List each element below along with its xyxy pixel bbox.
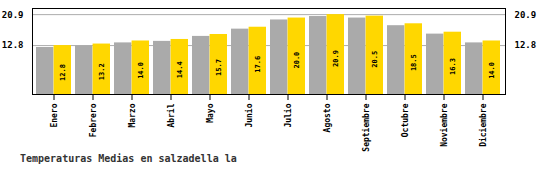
svg-text:15.7: 15.7	[215, 59, 223, 76]
svg-text:12.8: 12.8	[59, 64, 67, 81]
svg-text:12.8: 12.8	[2, 40, 24, 50]
svg-text:Octubre: Octubre	[401, 103, 410, 137]
svg-text:12.8: 12.8	[515, 40, 537, 50]
svg-text:18.5: 18.5	[410, 54, 418, 71]
svg-text:20.0: 20.0	[293, 52, 301, 69]
svg-text:16.3: 16.3	[449, 58, 457, 75]
svg-text:Mayo: Mayo	[206, 103, 215, 122]
svg-text:14.0: 14.0	[488, 62, 496, 79]
html-text:Temperaturas Medias en salzade: Temperaturas Medias en salzadella la	[20, 153, 237, 164]
svg-text:14.0: 14.0	[137, 62, 145, 79]
svg-text:Diciembre: Diciembre	[478, 103, 488, 147]
svg-text:Marzo: Marzo	[128, 103, 137, 127]
svg-text:Septiembre: Septiembre	[361, 103, 371, 151]
svg-text:20.9: 20.9	[2, 9, 24, 19]
svg-text:17.6: 17.6	[254, 56, 262, 73]
svg-text:Junio: Junio	[244, 103, 254, 127]
svg-text:Enero: Enero	[50, 103, 59, 127]
svg-text:14.4: 14.4	[176, 61, 184, 78]
svg-text:Noviembre: Noviembre	[439, 103, 449, 147]
svg-text:20.9: 20.9	[515, 9, 537, 19]
svg-text:Julio: Julio	[283, 103, 293, 127]
svg-text:Agosto: Agosto	[323, 103, 332, 132]
svg-text:13.2: 13.2	[98, 63, 106, 80]
svg-text:Febrero: Febrero	[89, 103, 98, 137]
svg-text:20.9: 20.9	[332, 50, 340, 67]
svg-text:Abril: Abril	[166, 103, 176, 127]
svg-text:20.5: 20.5	[371, 51, 379, 68]
